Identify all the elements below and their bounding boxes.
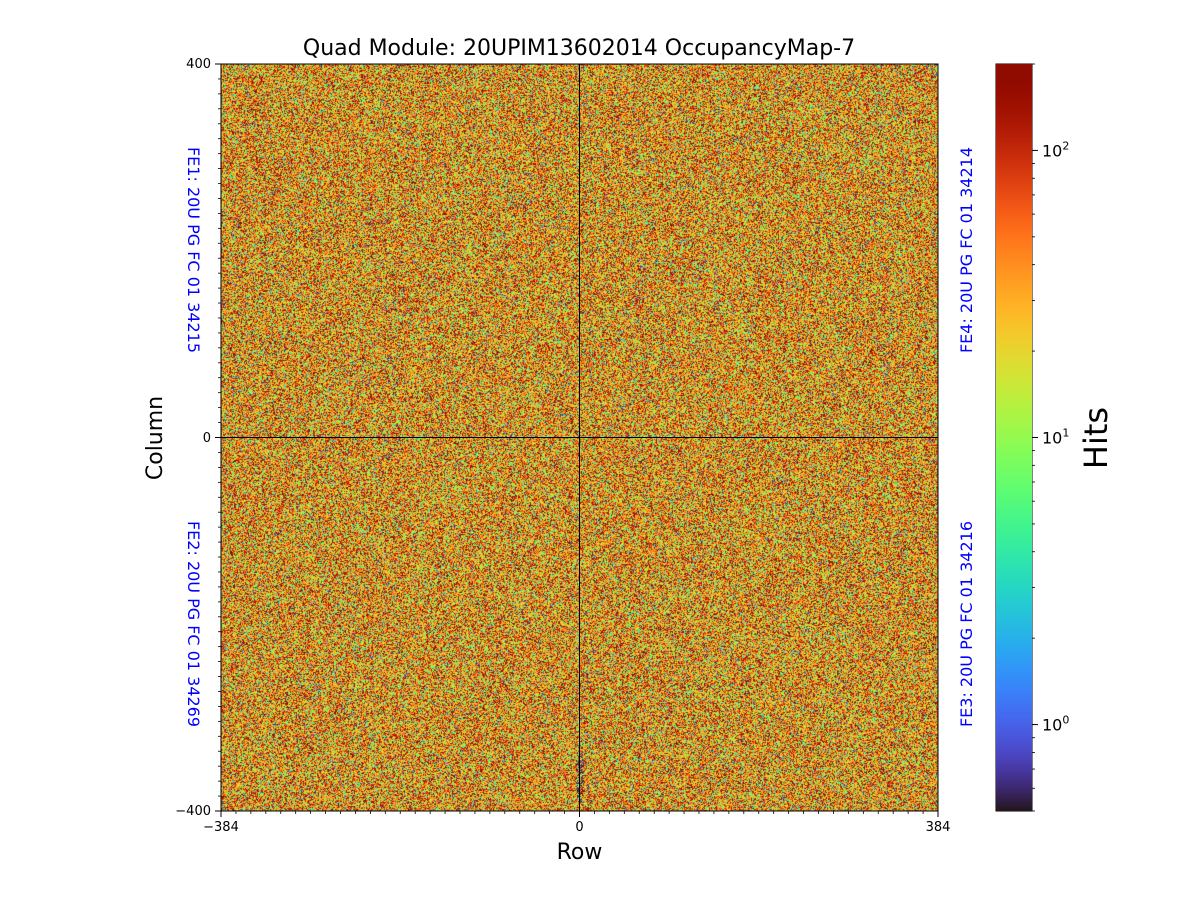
colorbar-tick-label: 102 [1042, 139, 1069, 160]
y-tick-label: 0 [203, 431, 211, 446]
y-axis-label: Column [143, 396, 168, 480]
quadrant-label-fe1: FE1: 20U PG FC 01 34215 [184, 147, 203, 353]
colorbar-tick-label: 100 [1042, 714, 1069, 735]
x-tick-label: −384 [203, 820, 239, 835]
x-axis-label: Row [557, 840, 603, 865]
colorbar-tick-label: 101 [1042, 427, 1069, 448]
y-tick-label: 400 [186, 57, 211, 72]
x-tick-label: 384 [926, 820, 951, 835]
colorbar-label: Hits [1077, 407, 1115, 469]
major-ticks [215, 63, 939, 817]
colorbar-ticks: 100 101 102 [1032, 63, 1069, 812]
y-tick-label: −400 [175, 804, 211, 819]
occupancy-heatmap [221, 64, 938, 811]
chart-title: Quad Module: 20UPIM13602014 OccupancyMap… [303, 36, 855, 61]
quadrant-label-fe3: FE3: 20U PG FC 01 34216 [957, 521, 976, 727]
quadrant-label-fe4: FE4: 20U PG FC 01 34214 [957, 147, 976, 353]
quadrant-label-fe2: FE2: 20U PG FC 01 34269 [184, 521, 203, 727]
x-tick-label: 0 [575, 820, 583, 835]
colorbar [996, 64, 1032, 811]
